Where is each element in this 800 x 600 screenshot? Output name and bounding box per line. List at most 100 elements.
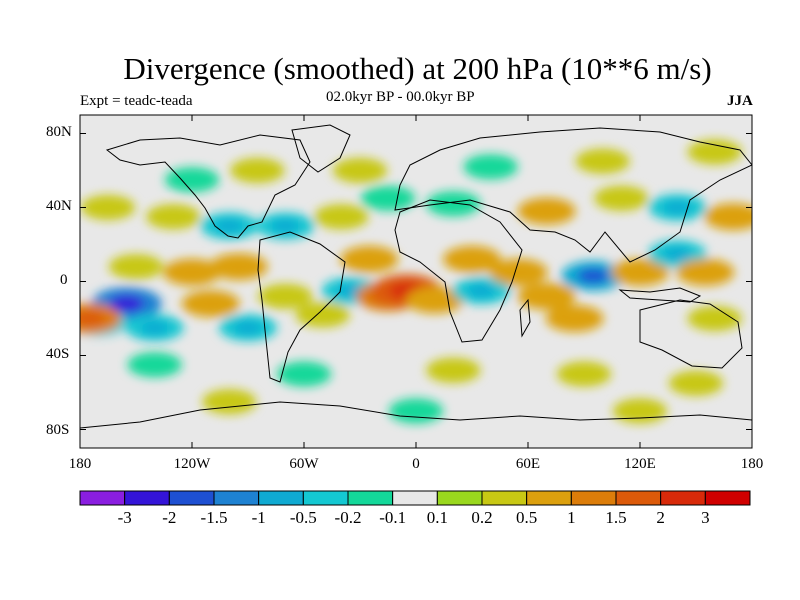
anomaly-blob-26: [80, 194, 136, 221]
anomaly-blob-9: [295, 302, 350, 328]
greenland-coastline: [291, 124, 351, 173]
anomaly-core-15: [466, 284, 496, 298]
anomaly-blob-37: [164, 167, 220, 193]
colorbar-swatch-6: [347, 490, 394, 506]
colorbar-swatch-13: [660, 490, 706, 506]
colorbar-label-1: -2: [162, 508, 177, 527]
anomaly-blob-34: [594, 185, 649, 211]
lon-label-180w: 180: [68, 456, 92, 472]
colorbar-label-8: 0.2: [471, 508, 493, 527]
anomaly-core-29: [270, 219, 300, 233]
colorbar-label-3: -1: [251, 508, 266, 527]
anomaly-blob-48: [202, 389, 257, 415]
period-label: 02.0kyr BP - 00.0kyr BP: [326, 89, 475, 105]
anomaly-core-5: [224, 259, 254, 274]
anomaly-blob-50: [612, 398, 668, 424]
colorbar-swatch-3: [213, 490, 260, 506]
colorbar-swatch-0: [79, 490, 126, 506]
page-title: Divergence (smoothed) at 200 hPa (10**6 …: [123, 51, 712, 86]
anomaly-core-36: [718, 210, 748, 224]
anomaly-blob-4: [108, 254, 164, 280]
colorbar-swatch-9: [481, 490, 528, 506]
anomaly-blob-24: [687, 305, 742, 332]
anomaly-core-21: [625, 265, 655, 279]
lon-label-120w: 120W: [173, 456, 211, 472]
lon-label-180e: 180: [740, 456, 764, 472]
lat-label-0: 0: [60, 272, 68, 288]
anomaly-core-18: [532, 289, 562, 304]
anomaly-blob-31: [360, 185, 416, 211]
anomaly-blob-45: [426, 357, 481, 383]
new-zealand-coastline: [751, 362, 752, 384]
colorbar-label-7: 0.1: [426, 508, 448, 527]
anomaly-blob-46: [556, 361, 612, 387]
anomaly-blob-43: [127, 352, 182, 378]
lat-label-40s: 40S: [46, 346, 70, 362]
antarctica-coastline: [80, 401, 752, 429]
colorbar-swatch-7: [392, 490, 438, 506]
anomaly-core-33: [532, 204, 562, 218]
north-america-coastline: [105, 134, 311, 239]
anomaly-blob-30: [314, 204, 369, 230]
indonesia-coastline: [618, 287, 702, 303]
south-america-coastline: [257, 231, 346, 383]
anomaly-blob-32: [426, 191, 481, 217]
colorbar-label-0: -3: [117, 508, 132, 527]
anomaly-blob-49: [388, 398, 444, 424]
lat-label-40n: 40N: [46, 198, 72, 214]
anomaly-blob-39: [332, 157, 388, 184]
anomaly-core-0: [109, 295, 145, 312]
anomaly-blob-42: [687, 139, 742, 165]
colorbar-label-13: 3: [701, 508, 710, 527]
anomaly-blob-27: [146, 204, 201, 230]
colorbar-label-2: -1.5: [200, 508, 228, 527]
colorbar-label-5: -0.2: [334, 508, 362, 527]
colorbar-label-11: 1.5: [605, 508, 627, 527]
anomaly-core-11: [354, 252, 384, 267]
lat-label-80n: 80N: [46, 124, 72, 140]
anomaly-blob-41: [575, 148, 630, 174]
colorbar-swatch-1: [124, 490, 170, 506]
anomaly-blob-40: [463, 154, 518, 180]
anomaly-core-3: [177, 265, 207, 279]
anomaly-core-19: [577, 268, 610, 284]
lon-label-60w: 60W: [289, 456, 319, 472]
anomaly-core-7: [233, 321, 263, 335]
colorbar-swatch-4: [258, 490, 304, 506]
australia-coastline: [639, 299, 743, 369]
axis-ticks: [79, 115, 753, 448]
lat-label-80s: 80S: [46, 422, 70, 438]
anomaly-blob-44: [276, 361, 332, 387]
anomaly-core-16: [457, 252, 487, 267]
madagascar-coastline: [519, 298, 531, 338]
eurasia-coastline: [394, 127, 752, 263]
colorbar-label-6: -0.1: [379, 508, 407, 527]
colorbar-swatch-10: [526, 490, 572, 506]
colorbar-swatch-2: [168, 490, 215, 506]
experiment-label: Expt = teadc-teada: [80, 93, 193, 109]
season-label: JJA: [727, 93, 753, 109]
lon-label-60e: 60E: [515, 456, 541, 472]
anomaly-core-35: [662, 200, 692, 215]
anomaly-core-17: [504, 265, 534, 279]
anomaly-core-6: [196, 296, 226, 311]
colorbar: [79, 490, 751, 506]
lon-label-0: 0: [412, 456, 420, 472]
coastlines: [80, 124, 752, 429]
anomaly-blob-8: [258, 283, 313, 309]
colorbar-swatch-5: [302, 490, 349, 506]
anomaly-core-14: [420, 293, 450, 307]
anomaly-core-28: [214, 219, 244, 233]
colorbar-swatch-11: [570, 490, 617, 506]
anomaly-core-1: [140, 321, 170, 335]
anomaly-blob-47: [668, 370, 724, 396]
colorbar-swatch-14: [704, 490, 751, 506]
colorbar-label-4: -0.5: [289, 508, 317, 527]
colorbar-swatch-12: [615, 490, 662, 506]
anomaly-core-20: [560, 311, 590, 326]
colorbar-swatch-8: [436, 490, 483, 506]
lon-label-120e: 120E: [624, 456, 656, 472]
colorbar-label-12: 2: [656, 508, 665, 527]
anomaly-core-23: [690, 265, 720, 279]
